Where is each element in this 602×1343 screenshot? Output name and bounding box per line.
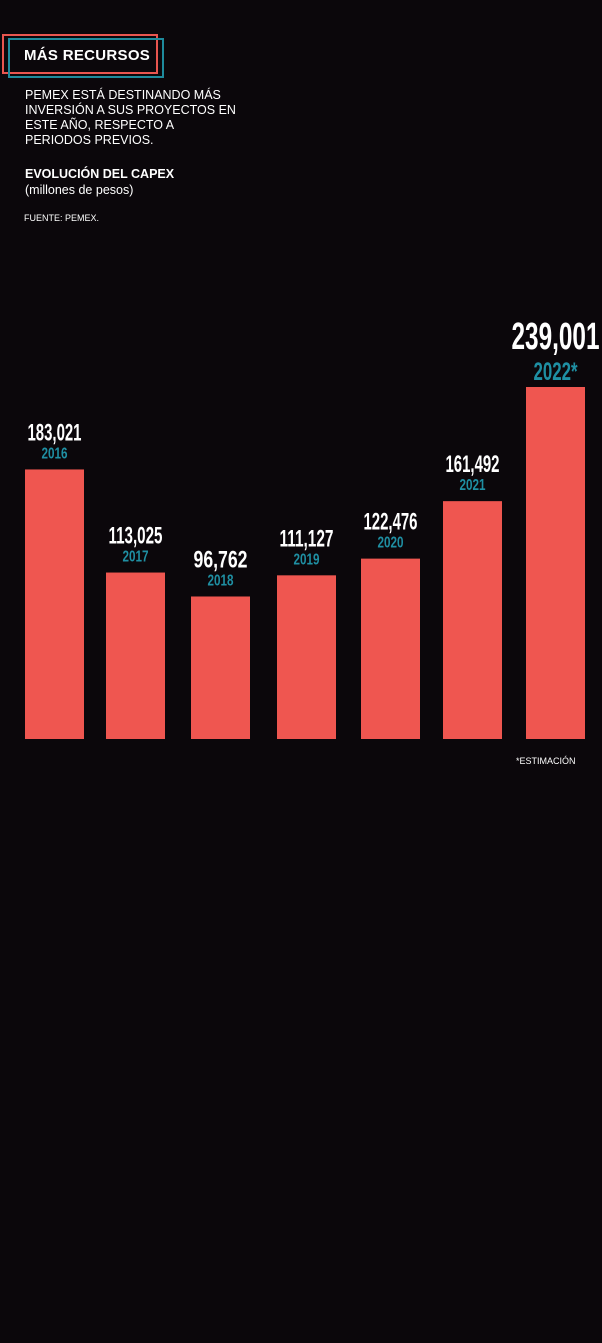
bar-2016: [25, 469, 84, 739]
page-title: MÁS RECURSOS: [24, 47, 151, 64]
page-subtitle: PEMEX ESTÁ DESTINANDO MÁS INVERSIÓN A SU…: [25, 88, 236, 147]
title-frame-inner: [8, 38, 164, 78]
unit-label: (millones de pesos): [25, 183, 134, 197]
value-label: 122,476: [364, 509, 418, 536]
year-label: 2021: [460, 477, 486, 494]
value-label: 183,021: [28, 419, 82, 446]
year-label: 2018: [208, 572, 234, 589]
value-label: 111,127: [280, 525, 334, 552]
estimate-note: *ESTIMACIÓN: [516, 756, 576, 766]
year-label: 2017: [123, 549, 149, 566]
bar-2021: [443, 501, 502, 739]
chart-label: EVOLUCIÓN DEL CAPEX: [25, 167, 175, 181]
bar-2019: [277, 575, 336, 739]
year-label: 2019: [294, 551, 320, 568]
year-label: 2020: [378, 535, 404, 552]
bar-2022: [526, 387, 585, 739]
year-label: 2022*: [534, 358, 578, 386]
year-label: 2016: [42, 445, 68, 462]
bar-2017: [106, 572, 165, 739]
value-label: 96,762: [194, 546, 248, 573]
bar-2018: [191, 596, 250, 739]
value-label: 239,001: [512, 316, 600, 358]
value-label: 161,492: [446, 451, 500, 478]
source-label: FUENTE: PEMEX.: [24, 213, 100, 223]
bar-2020: [361, 558, 420, 739]
value-label: 113,025: [109, 523, 163, 550]
title-frame-outer: [2, 34, 158, 74]
